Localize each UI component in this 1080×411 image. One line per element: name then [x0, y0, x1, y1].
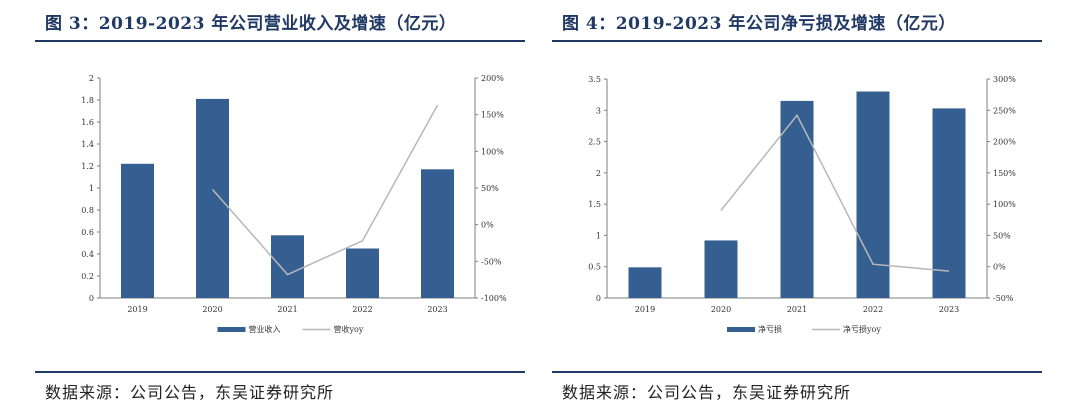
left-tick-label: 3.5 [588, 75, 601, 84]
legend-line-label: 营收yoy [334, 324, 364, 334]
title-rule [35, 40, 525, 42]
bar [121, 163, 154, 298]
x-tick-label: 2021 [787, 305, 807, 314]
source-rule [552, 371, 1042, 373]
yoy-line [720, 113, 950, 272]
revenue-chart: 0 0.2 0.4 0.6 0.8 1 1.2 1.4 1.6 1.8 2 -100% -50% 0% 50… [81, 74, 507, 334]
x-tick-label: 2022 [863, 305, 883, 314]
source-note: 数据来源：公司公告，东吴证券研究所 [562, 383, 852, 402]
yoy-line [211, 104, 439, 276]
left-tick-label: 1.2 [81, 162, 94, 171]
right-tick-label: 0% [481, 221, 494, 230]
right-tick-label: 50% [993, 231, 1011, 240]
right-tick-label: -100% [481, 294, 507, 303]
bar [628, 267, 662, 298]
legend-bar-label: 营业收入 [249, 324, 281, 334]
left-tick-label: 1.6 [81, 118, 94, 127]
x-tick-label: 2019 [635, 305, 655, 314]
left-tick-label: 1.8 [81, 96, 94, 105]
left-tick-label: 1 [89, 184, 94, 193]
legend-bar-swatch [217, 327, 246, 332]
right-tick-label: 200% [993, 138, 1016, 147]
legend-bar-label: 净亏损 [758, 324, 782, 334]
net-loss-chart: 0 0.5 1 1.5 2 2.5 3 3.5 -50% 0% 50% 100% 150% 200% 250… [588, 75, 1016, 334]
x-tick-label: 2022 [352, 305, 372, 314]
right-tick-label: -50% [993, 294, 1014, 303]
figure-title: 图 4：2019-2023 年公司净亏损及增速（亿元） [562, 14, 956, 34]
left-tick-label: 0.4 [81, 250, 94, 259]
bar [196, 98, 229, 299]
right-tick-label: 250% [993, 106, 1016, 115]
x-tick-label: 2020 [202, 305, 222, 314]
figure-4-panel: 图 4：2019-2023 年公司净亏损及增速（亿元） 0 0.5 1 1.5 2 2.5… [552, 0, 1042, 411]
legend-line-label: 净亏损yoy [843, 324, 881, 334]
right-tick-label: 150% [993, 169, 1016, 178]
right-tick-label: -50% [481, 257, 502, 266]
left-tick-label: 0.5 [588, 263, 601, 272]
right-tick-label: 100% [993, 200, 1016, 209]
left-tick-label: 2.5 [588, 138, 601, 147]
left-tick-label: 0 [89, 294, 94, 303]
bar [932, 108, 966, 298]
left-tick-label: 1 [596, 231, 601, 240]
figure-title: 图 3：2019-2023 年公司营业收入及增速（亿元） [45, 14, 457, 34]
source-rule [35, 371, 525, 373]
right-tick-label: 150% [481, 111, 504, 120]
legend-bar-swatch [727, 327, 755, 332]
right-tick-label: 0% [993, 263, 1006, 272]
x-tick-label: 2023 [427, 305, 447, 314]
bar [780, 100, 814, 299]
left-tick-label: 3 [596, 106, 601, 115]
bar [271, 235, 304, 298]
bar [704, 240, 738, 298]
bar [346, 248, 379, 298]
left-tick-label: 0.6 [81, 228, 94, 237]
x-tick-label: 2019 [127, 305, 147, 314]
x-tick-label: 2023 [939, 305, 959, 314]
left-tick-label: 0.8 [81, 206, 94, 215]
x-tick-label: 2021 [277, 305, 297, 314]
right-tick-label: 200% [481, 74, 504, 83]
source-note: 数据来源：公司公告，东吴证券研究所 [45, 383, 335, 402]
left-tick-label: 1.4 [81, 140, 94, 149]
left-tick-label: 1.5 [588, 200, 601, 209]
title-rule [552, 40, 1042, 42]
left-tick-label: 0 [596, 294, 601, 303]
left-tick-label: 2 [89, 74, 94, 83]
bar [856, 91, 890, 298]
bar [421, 169, 454, 298]
right-tick-label: 50% [481, 184, 499, 193]
left-tick-label: 0.2 [81, 272, 94, 281]
right-tick-label: 300% [993, 75, 1016, 84]
x-tick-label: 2020 [711, 305, 731, 314]
figure-3-panel: 图 3：2019-2023 年公司营业收入及增速（亿元） 0 0.2 0.4 0.6 0… [35, 0, 525, 411]
right-tick-label: 100% [481, 147, 504, 156]
left-tick-label: 2 [596, 169, 601, 178]
